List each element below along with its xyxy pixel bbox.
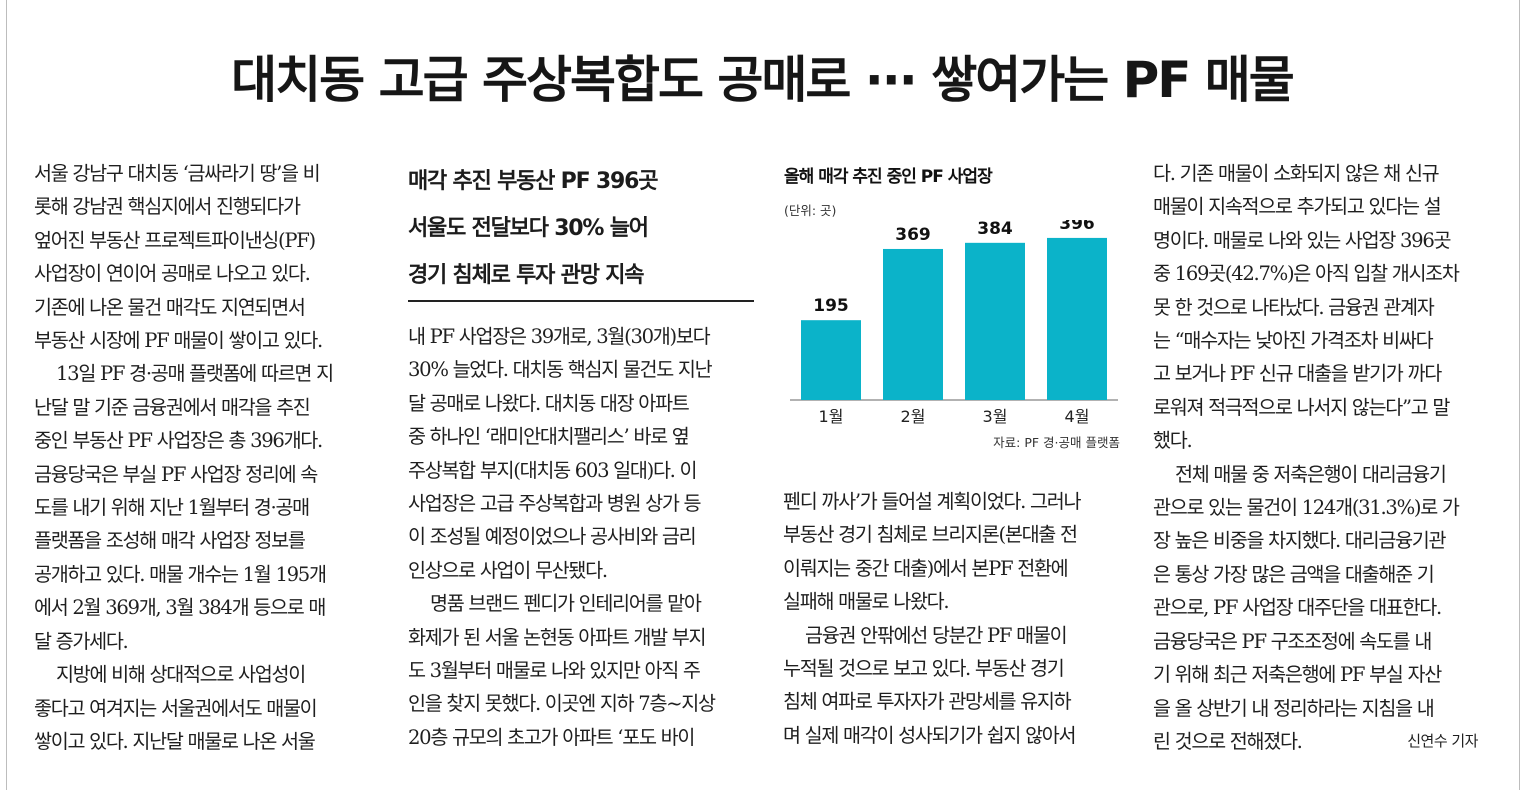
text-line: 13일 PF 경·공매 플랫폼에 따르면 지 bbox=[56, 362, 334, 386]
text-line: 중 하나인 ‘래미안대치팰리스’ 바로 옆 bbox=[408, 425, 690, 449]
text-line: 명품 브랜드 펜디가 인테리어를 맡아 bbox=[430, 592, 702, 616]
text-line: 좋다고 여겨지는 서울권에서도 매물이 bbox=[34, 696, 318, 720]
text-line: 중인 부동산 PF 사업장은 총 396개다. bbox=[34, 429, 323, 453]
text-line: 중 169곳(42.7%)은 아직 입찰 개시조차 bbox=[1153, 262, 1460, 286]
text-line: 내 PF 사업장은 39개로, 3월(30개)보다 bbox=[408, 325, 711, 348]
text-line: 고 보거나 PF 신규 대출을 받기가 까다 bbox=[1153, 362, 1442, 386]
text-line: 는 “매수자는 낮아진 가격조차 비싸다 bbox=[1153, 329, 1434, 353]
text-line: 지방에 비해 상대적으로 사업성이 bbox=[56, 663, 306, 687]
text-line: 플랫폼을 조성해 매각 사업장 정보를 bbox=[34, 529, 306, 553]
text-line: 금융당국은 PF 구조조정에 속도를 내 bbox=[1153, 629, 1432, 653]
bar-chart: 195 1월 369 2월 384 3월 396 4월 bbox=[790, 220, 1118, 426]
text-line: 롯해 강남권 핵심지에서 진행되다가 bbox=[34, 195, 301, 219]
text-line: 관으로, PF 사업장 대주단을 대표한다. bbox=[1153, 596, 1442, 620]
x-tick-label: 4월 bbox=[1065, 407, 1090, 426]
text-line: 부동산 경기 침체로 브리지론(본대출 전 bbox=[783, 523, 1078, 547]
text-line: 도 3월부터 매물로 나와 있지만 아직 주 bbox=[408, 659, 701, 683]
text-line: 난달 말 기준 금융권에서 매각을 추진 bbox=[34, 395, 311, 419]
bar-value-label: 396 bbox=[1059, 220, 1095, 234]
text-line: 매물이 지속적으로 추가되고 있다는 설 bbox=[1153, 195, 1442, 219]
text-line: 실패해 매물로 나왔다. bbox=[783, 590, 950, 614]
text-line: 로워져 적극적으로 나서지 않는다”고 말 bbox=[1153, 395, 1450, 419]
subhead-line-2: 서울도 전달보다 30% 늘어 bbox=[408, 216, 649, 241]
text-line: 주상복합 부지(대치동 603 일대)다. 이 bbox=[408, 458, 698, 482]
text-line: 누적될 것으로 보고 있다. 부동산 경기 bbox=[783, 657, 1065, 681]
text-line: 전체 매물 중 저축은행이 대리금융기 bbox=[1175, 462, 1447, 486]
text-line: 사업장은 고급 주상복합과 병원 상가 등 bbox=[408, 492, 702, 516]
chart-unit: (단위: 곳) bbox=[784, 203, 837, 218]
bar-value-label: 384 bbox=[977, 220, 1013, 239]
text-line: 인상으로 사업이 무산됐다. bbox=[408, 558, 608, 582]
bar-3 bbox=[965, 242, 1025, 400]
text-line: 부동산 시장에 PF 매물이 쌓이고 있다. bbox=[34, 329, 323, 353]
bar-value-label: 195 bbox=[813, 296, 849, 316]
text-line: 사업장이 연이어 공매로 나오고 있다. bbox=[34, 262, 311, 286]
x-tick-label: 3월 bbox=[983, 407, 1008, 426]
text-line: 인을 찾지 못했다. 이곳엔 지하 7층~지상 bbox=[408, 692, 716, 716]
text-line: 침체 여파로 투자자가 관망세를 유지하 bbox=[783, 690, 1072, 714]
text-line: 달 공매로 나왔다. 대치동 대장 아파트 bbox=[408, 391, 690, 415]
text-line: 달 증가세다. bbox=[34, 629, 129, 653]
text-line: 다. 기존 매물이 소화되지 않은 채 신규 bbox=[1153, 162, 1440, 185]
text-line: 엎어진 부동산 프로젝트파이낸싱(PF) bbox=[34, 228, 316, 252]
text-line: 금융당국은 부실 PF 사업장 정리에 속 bbox=[34, 462, 318, 486]
chart-title: 올해 매각 추진 중인 PF 사업장 bbox=[784, 167, 993, 187]
bar-2 bbox=[883, 248, 943, 400]
text-line: 기 위해 최근 저축은행에 PF 부실 자산 bbox=[1153, 663, 1442, 687]
subheads-box: 매각 추진 부동산 PF 396곳 서울도 전달보다 30% 늘어 경기 침체로… bbox=[408, 158, 754, 302]
bar-4 bbox=[1047, 237, 1107, 400]
x-tick-label: 2월 bbox=[901, 407, 926, 426]
text-line: 했다. bbox=[1153, 429, 1193, 453]
page-frame bbox=[6, 0, 1520, 790]
text-line: 을 올 상반기 내 정리하라는 지침을 내 bbox=[1153, 696, 1435, 720]
x-tick-label: 1월 bbox=[819, 407, 844, 426]
text-line: 장 높은 비중을 차지했다. 대리금융기관 bbox=[1153, 529, 1447, 553]
text-line: 이뤄지는 중간 대출)에서 본PF 전환에 bbox=[783, 556, 1069, 580]
text-line: 20층 규모의 초고가 아파트 ‘포도 바이 bbox=[408, 725, 695, 749]
text-line: 서울 강남구 대치동 ‘금싸라기 땅’을 비 bbox=[34, 162, 321, 185]
text-line: 못 한 것으로 나타났다. 금융권 관계자 bbox=[1153, 295, 1435, 319]
text-line: 이 조성될 예정이었으나 공사비와 금리 bbox=[408, 525, 697, 549]
subhead-line-1: 매각 추진 부동산 PF 396곳 bbox=[408, 169, 658, 194]
text-line: 펜디 까사’가 들어설 계획이었다. 그러나 bbox=[783, 490, 1082, 513]
text-line: 도를 내기 위해 지난 1월부터 경·공매 bbox=[34, 496, 310, 520]
text-line: 관으로 있는 물건이 124개(31.3%)로 가 bbox=[1153, 496, 1460, 520]
chart-source: 자료: PF 경·공매 플랫폼 bbox=[993, 435, 1120, 450]
subhead-divider bbox=[408, 300, 754, 302]
text-line: 30% 늘었다. 대치동 핵심지 물건도 지난 bbox=[408, 358, 713, 382]
text-line: 은 통상 가장 많은 금액을 대출해준 기 bbox=[1153, 562, 1435, 586]
text-line: 기존에 나온 물건 매각도 지연되면서 bbox=[34, 295, 306, 319]
bar-value-label: 369 bbox=[895, 225, 931, 245]
text-line: 명이다. 매물로 나와 있는 사업장 396곳 bbox=[1153, 228, 1452, 252]
bar-1 bbox=[801, 320, 861, 400]
text-line: 린 것으로 전해졌다. 신연수 기자 bbox=[1153, 725, 1498, 758]
text-line: 며 실제 매각이 성사되기가 쉽지 않아서 bbox=[783, 723, 1077, 747]
text-line: 금융권 안팎에선 당분간 PF 매물이 bbox=[805, 623, 1068, 647]
byline: 신연수 기자 bbox=[1407, 731, 1478, 750]
text-line: 쌓이고 있다. 지난달 매물로 나온 서울 bbox=[34, 729, 316, 753]
text-line: 에서 2월 369개, 3월 384개 등으로 매 bbox=[34, 596, 326, 620]
subhead-line-3: 경기 침체로 투자 관망 지속 bbox=[408, 263, 644, 288]
text-line: 공개하고 있다. 매물 개수는 1월 195개 bbox=[34, 562, 327, 586]
headline: 대치동 고급 주상복합도 공매로 ··· 쌓여가는 PF 매물 bbox=[231, 51, 1295, 109]
text-line: 화제가 된 서울 논현동 아파트 개발 부지 bbox=[408, 625, 707, 649]
article-column-2: 내 PF 사업장은 39개로, 3월(30개)보다 30% 늘었다. 대치동 핵심… bbox=[408, 320, 756, 754]
